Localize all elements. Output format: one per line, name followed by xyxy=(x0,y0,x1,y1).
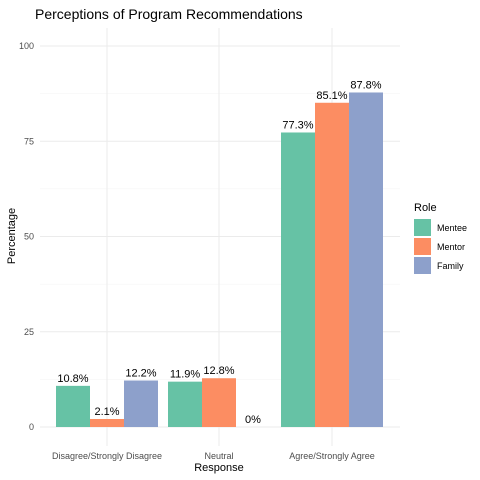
legend-key-mentee xyxy=(414,219,431,236)
legend-title: Role xyxy=(414,202,437,214)
y-tick-label: 100 xyxy=(19,41,34,51)
x-axis-title: Response xyxy=(194,462,244,474)
legend-label: Family xyxy=(437,261,464,271)
data-label: 85.1% xyxy=(316,90,347,102)
legend: Role Mentee Mentor Family xyxy=(414,202,467,274)
bar-mentee xyxy=(281,132,315,427)
x-tick-label: Agree/Strongly Agree xyxy=(289,451,375,461)
y-axis-ticks: 0 25 50 75 100 xyxy=(19,41,34,432)
data-label: 12.8% xyxy=(203,365,234,377)
bar-mentor xyxy=(315,103,349,427)
bar-family xyxy=(124,381,158,427)
y-tick-label: 75 xyxy=(24,136,34,146)
y-tick-label: 0 xyxy=(29,422,34,432)
y-tick-label: 25 xyxy=(24,327,34,337)
data-label: 2.1% xyxy=(94,406,119,418)
x-tick-label: Disagree/Strongly Disagree xyxy=(52,451,162,461)
legend-label: Mentee xyxy=(437,223,467,233)
x-axis-ticks: Disagree/Strongly Disagree Neutral Agree/S… xyxy=(52,451,375,461)
y-tick-label: 50 xyxy=(24,232,34,242)
data-label: 10.8% xyxy=(57,373,88,385)
data-label: 0% xyxy=(245,414,261,426)
data-label: 87.8% xyxy=(350,79,381,91)
bar-family xyxy=(349,92,383,427)
legend-key-family xyxy=(414,257,431,274)
data-label: 77.3% xyxy=(282,119,313,131)
bar-mentor xyxy=(202,378,236,427)
legend-label: Mentor xyxy=(437,242,465,252)
legend-key-mentor xyxy=(414,238,431,255)
bar-mentee xyxy=(56,386,90,427)
data-label: 11.9% xyxy=(170,369,201,381)
y-axis-title: Percentage xyxy=(6,208,18,264)
x-tick-label: Neutral xyxy=(204,451,233,461)
data-label: 12.2% xyxy=(125,368,156,380)
bar-mentee xyxy=(168,382,202,427)
bar-mentor xyxy=(90,419,124,427)
chart-title: Perceptions of Program Recommendations xyxy=(35,6,303,22)
